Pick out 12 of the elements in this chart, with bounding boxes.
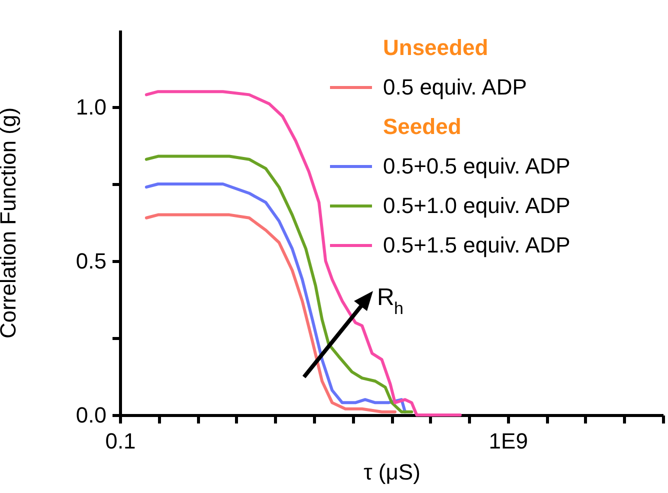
- legend-label: 0.5+1.5 equiv. ADP: [383, 232, 570, 258]
- y-tick-label: 0.0: [76, 402, 106, 428]
- legend-label: 0.5 equiv. ADP: [383, 74, 527, 100]
- x-tick-label: 1E9: [488, 428, 528, 454]
- y-tick-label: 1.0: [76, 94, 106, 120]
- annotation: Seeded: [383, 114, 462, 139]
- x-tick-label: 0.1: [105, 428, 136, 454]
- legend-label: 0.5+0.5 equiv. ADP: [383, 154, 570, 178]
- legend-title: Unseeded: [383, 35, 488, 60]
- legend-label: 0.5+1.0 equiv. ADP: [383, 193, 570, 218]
- x-axis-title: τ (μS): [364, 460, 420, 484]
- y-tick-label: 0.5: [76, 248, 106, 274]
